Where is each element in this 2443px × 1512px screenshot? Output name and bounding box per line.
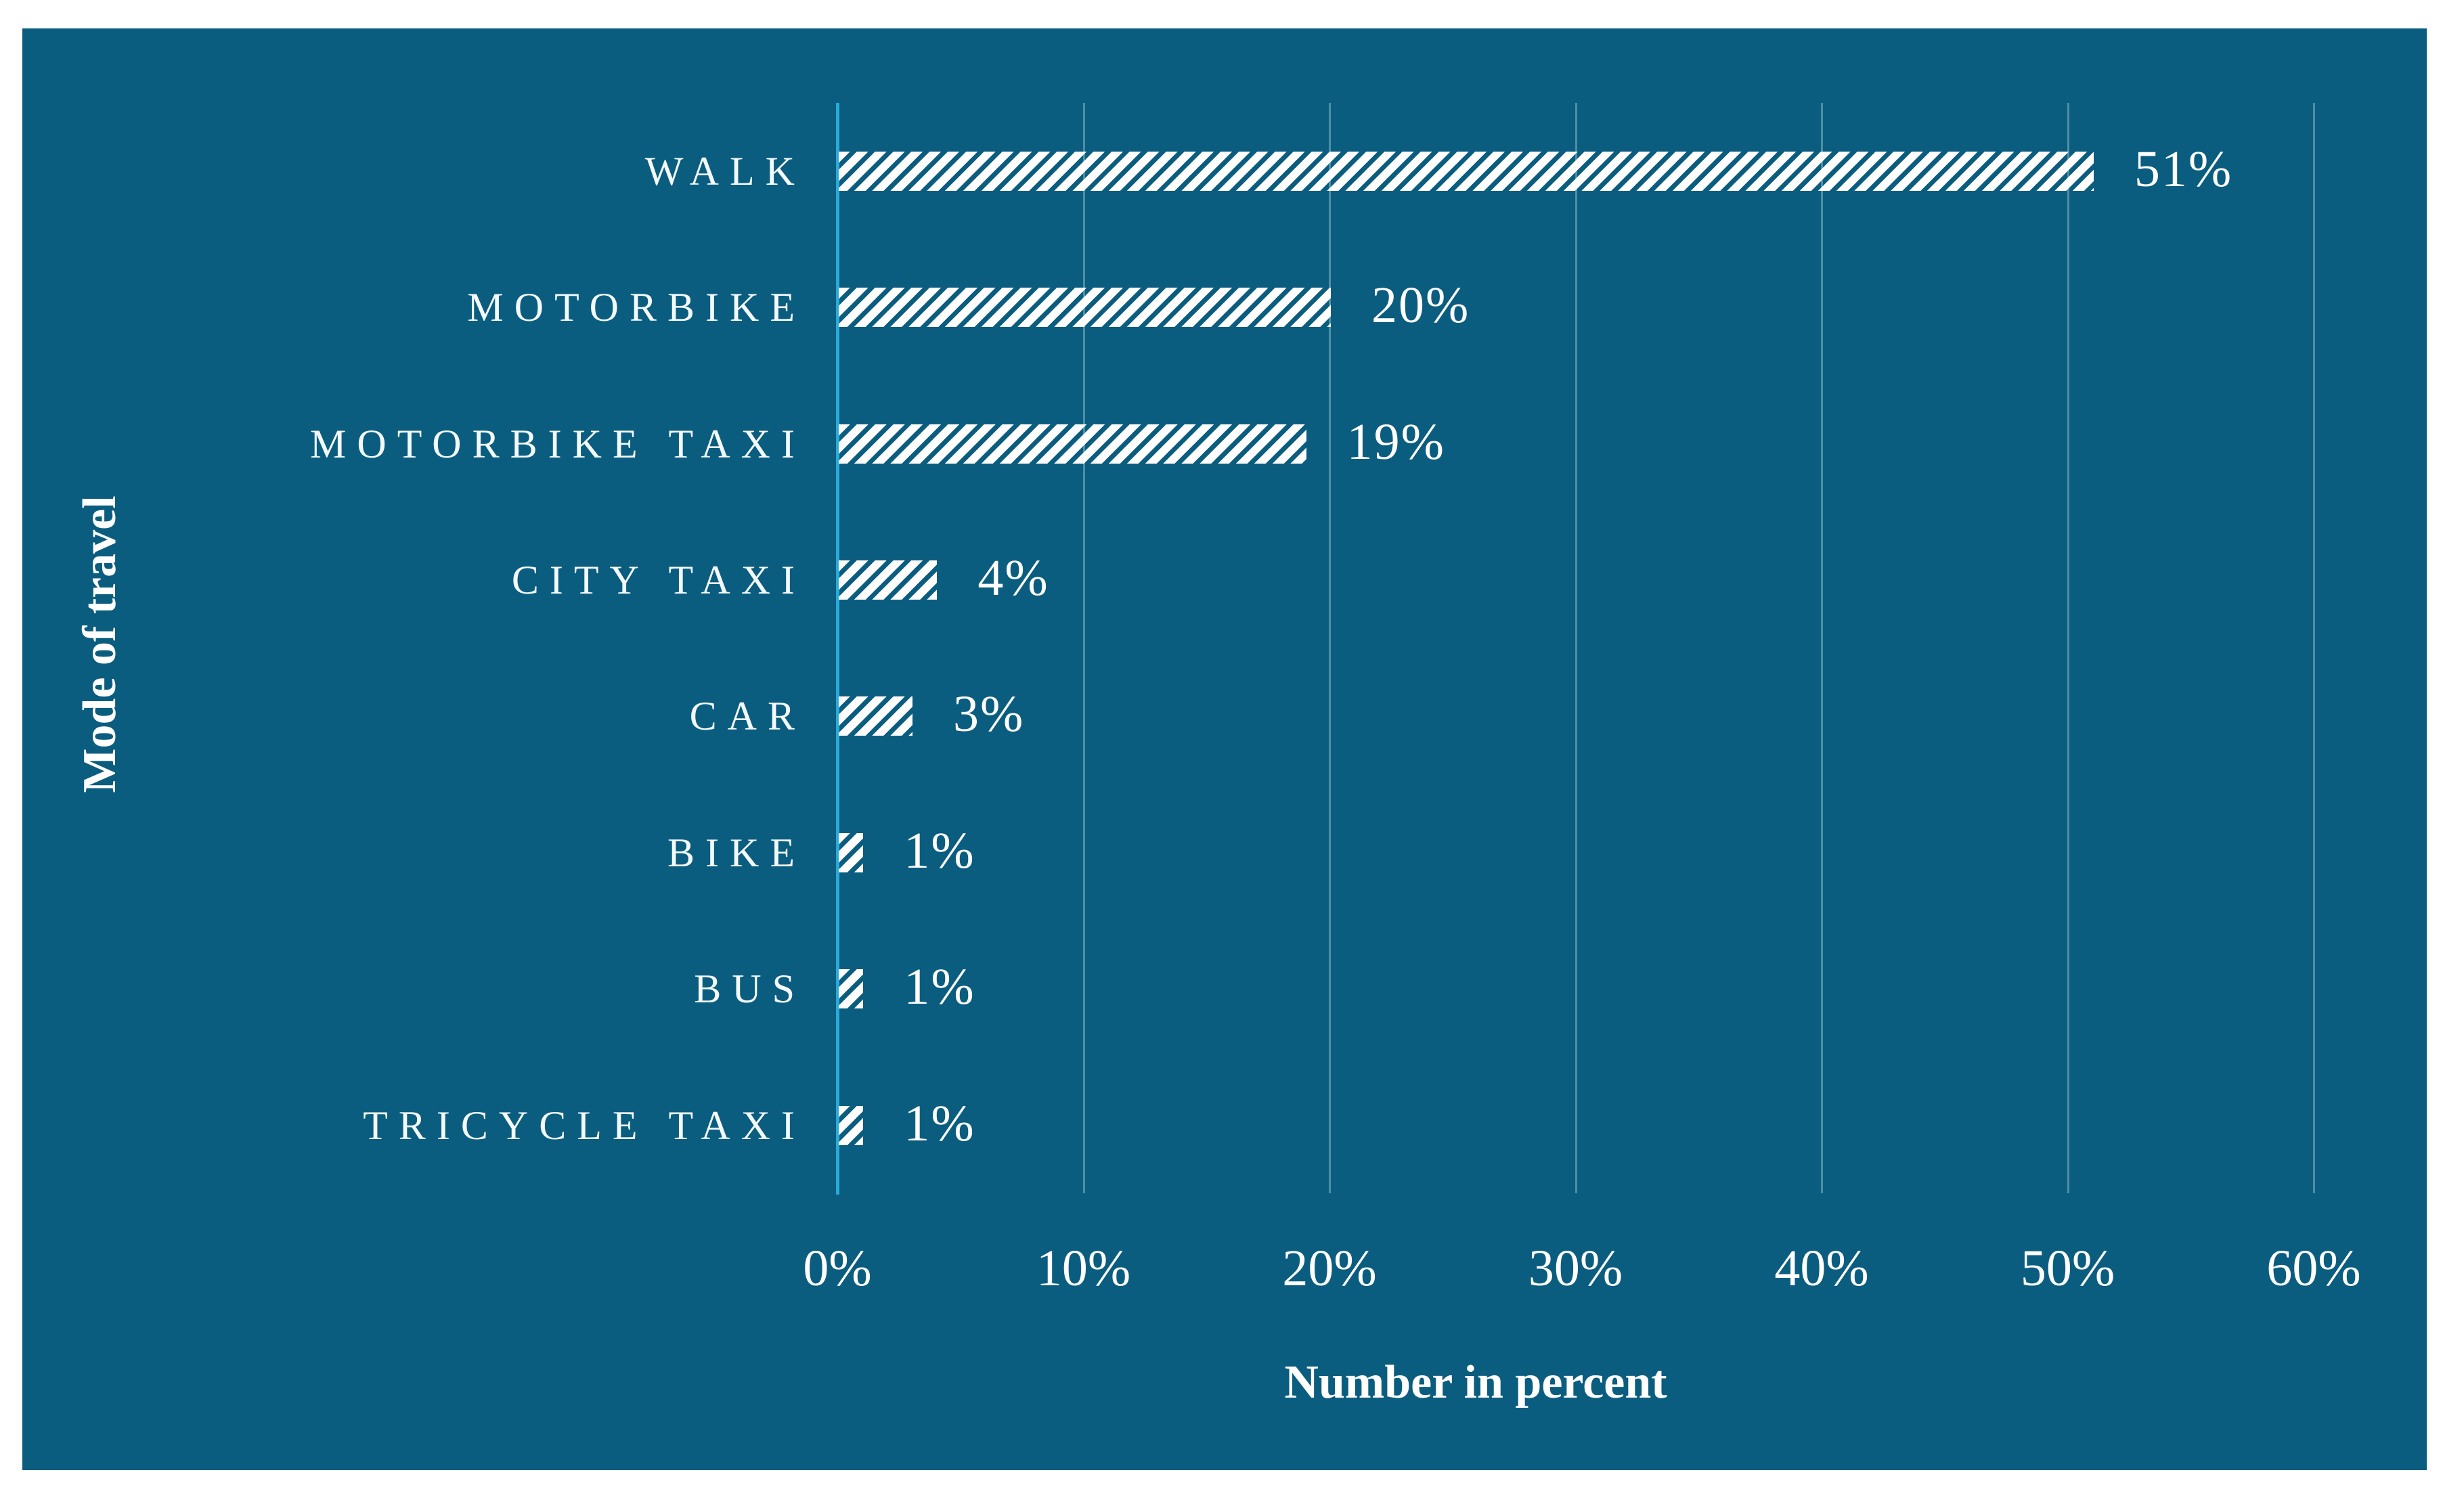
bar [839, 969, 863, 1009]
category-label: BUS [694, 966, 806, 1012]
bar [839, 288, 1331, 328]
value-label: 3% [953, 686, 1025, 743]
gridline-20% [1329, 103, 1331, 1193]
bar [839, 424, 1306, 464]
bar [839, 696, 912, 736]
category-label: TRICYCLE TAXI [363, 1103, 806, 1148]
value-label: 4% [977, 549, 1049, 606]
gridline-10% [1082, 103, 1085, 1193]
category-label: CAR [689, 694, 806, 739]
value-label: 19% [1346, 413, 1445, 470]
gridline-60% [2313, 103, 2315, 1193]
value-label: 1% [904, 1094, 975, 1152]
bar [839, 1105, 863, 1145]
x-axis-title: Number in percent [1284, 1356, 1667, 1408]
value-label: 20% [1371, 277, 1470, 334]
x-tick-label: 20% [1282, 1240, 1377, 1297]
y-axis-line [836, 103, 839, 1195]
value-label: 1% [904, 822, 975, 879]
value-label: 51% [2134, 140, 2233, 198]
bar [839, 560, 937, 600]
x-tick-label: 40% [1774, 1240, 1869, 1297]
gridline-30% [1575, 103, 1577, 1193]
x-tick-label: 30% [1528, 1240, 1623, 1297]
x-tick-label: 60% [2266, 1240, 2361, 1297]
category-label: MOTORBIKE [467, 285, 806, 330]
category-label: MOTORBIKE TAXI [310, 421, 806, 466]
bar [839, 832, 863, 872]
category-label: BIKE [667, 830, 806, 875]
category-label: CITY TAXI [511, 557, 806, 602]
y-axis-title: Mode of travel [74, 495, 126, 793]
x-tick-label: 10% [1036, 1240, 1131, 1297]
gridline-50% [2067, 103, 2069, 1193]
x-tick-label: 0% [803, 1240, 872, 1297]
category-label: WALK [644, 148, 806, 194]
x-tick-label: 50% [2020, 1240, 2115, 1297]
chart-panel [22, 28, 2427, 1470]
bar [839, 151, 2094, 191]
gridline-40% [1821, 103, 1823, 1193]
value-label: 1% [904, 958, 975, 1016]
